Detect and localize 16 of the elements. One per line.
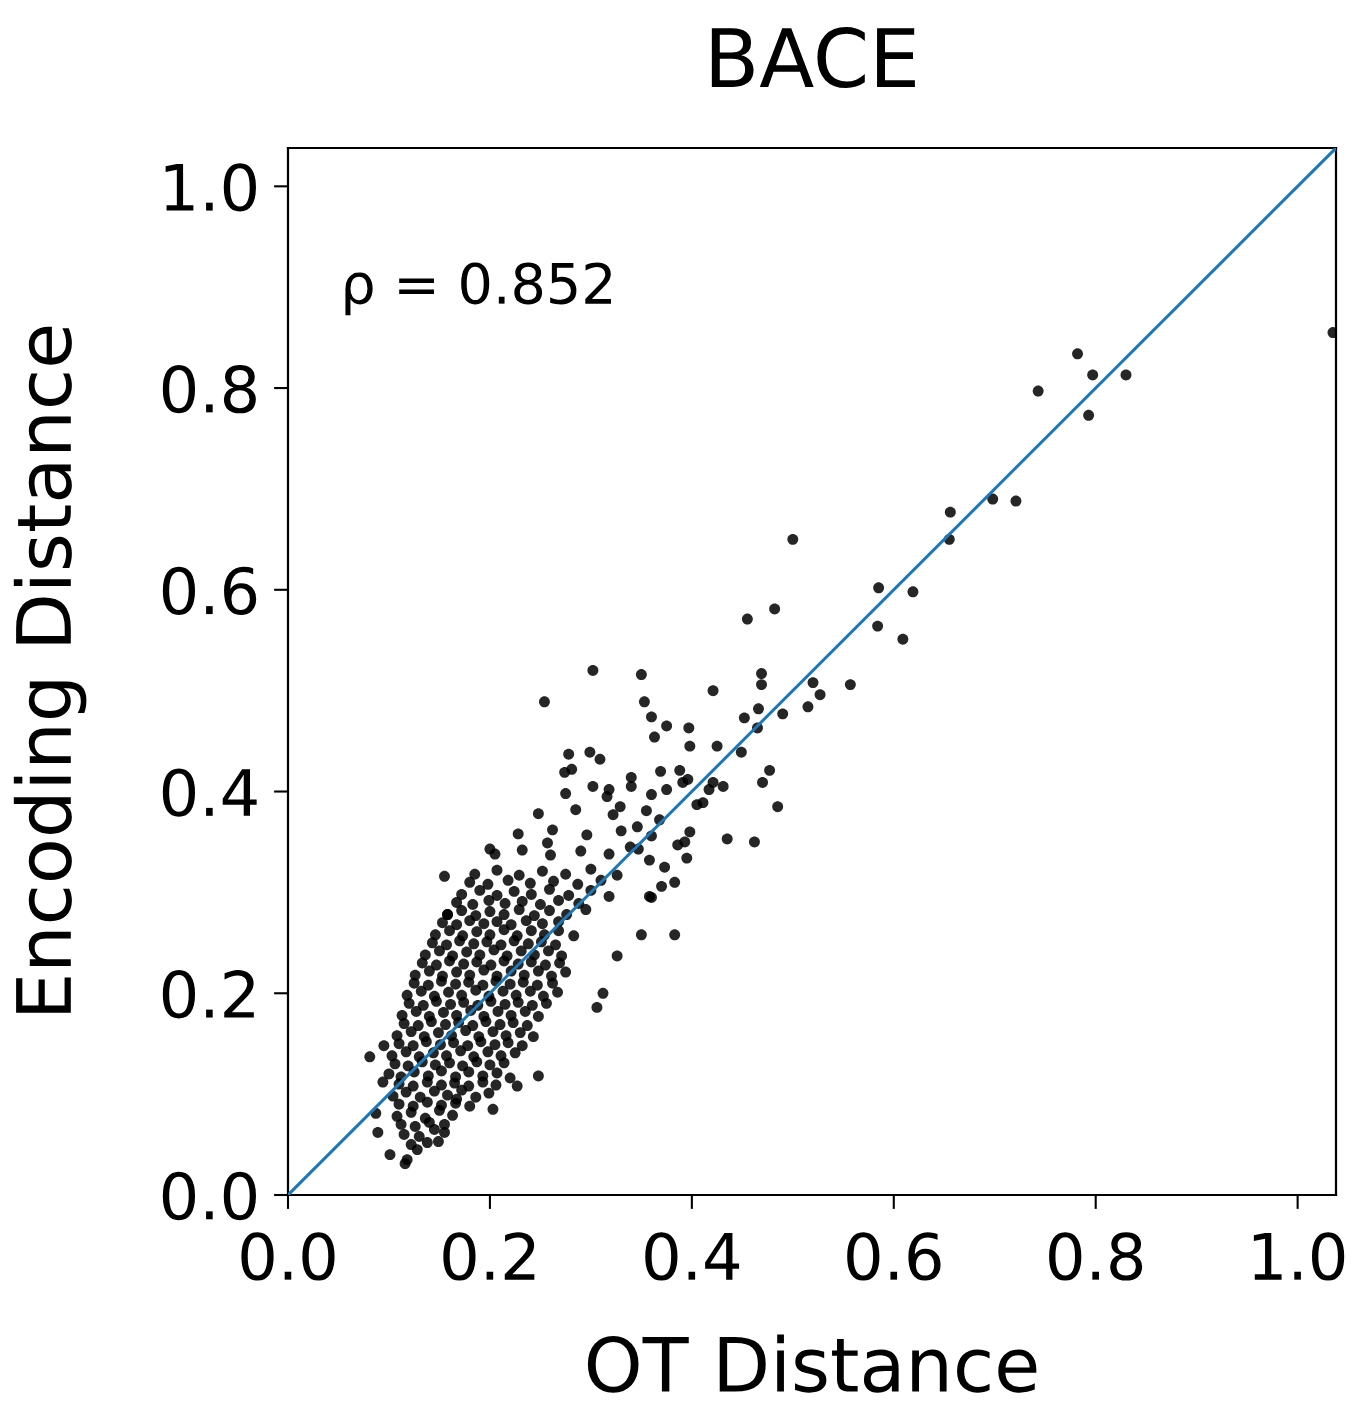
y-tick-label: 0.8: [162, 364, 256, 414]
x-tick-label: 1.0: [1253, 1232, 1345, 1281]
annotation: ρ = 0.852: [345, 262, 612, 316]
x-tick-label: 0.6: [847, 1232, 941, 1281]
chart-title: BACE: [711, 27, 915, 89]
x-tick-label: 0.8: [1049, 1232, 1143, 1281]
x-tick-label: 0.0: [241, 1232, 335, 1281]
y-tick-label: 0.6: [162, 566, 257, 615]
y-axis-title: Encoding Distance: [13, 326, 87, 1013]
y-tick-label: 0.4: [162, 768, 257, 817]
y-tick-label: 1.0: [165, 163, 256, 212]
x-axis-title: OT Distance: [587, 1334, 1037, 1393]
x-tick-label: 0.2: [443, 1232, 535, 1281]
y-tick-label: 0.0: [162, 1171, 256, 1221]
x-tick-label: 0.4: [645, 1232, 740, 1281]
y-tick-label: 0.2: [162, 970, 254, 1019]
